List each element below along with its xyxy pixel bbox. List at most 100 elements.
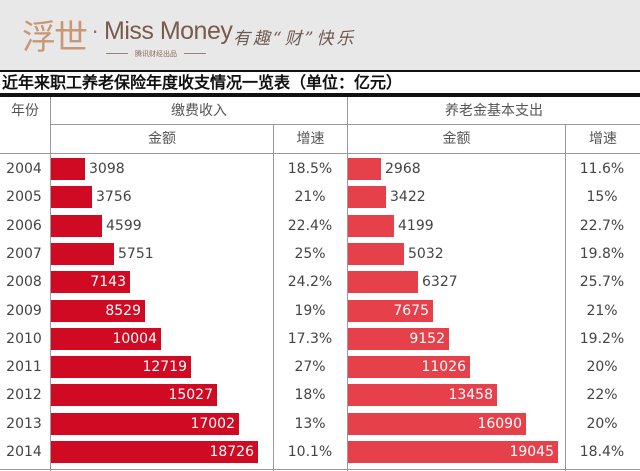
- logo-separator: ·: [92, 20, 99, 44]
- expense-amount: 2968: [385, 161, 421, 177]
- expense-bar: [348, 299, 433, 322]
- header-income-growth: 增速: [296, 131, 325, 147]
- income-amount: 12719: [142, 359, 187, 376]
- income-amount: 17002: [190, 415, 235, 432]
- logo-english: Miss Money: [104, 17, 233, 45]
- expense-amount: 3422: [390, 189, 426, 206]
- column-divider: [273, 125, 274, 471]
- expense-growth: 15%: [586, 189, 618, 206]
- expense-growth: 18.4%: [579, 444, 625, 460]
- expense-growth: 22%: [586, 387, 618, 404]
- table-row: 2010 10004 17.3% 9152 19.2%: [0, 325, 640, 353]
- income-growth: 17.3%: [287, 330, 333, 347]
- income-amount: 3098: [89, 161, 125, 177]
- table-row: 2008 7143 24.2% 6327 25.7%: [0, 268, 640, 296]
- income-bar: [51, 271, 130, 294]
- header-income-amount: 金额: [148, 131, 176, 147]
- income-bar: [51, 242, 114, 265]
- year-cell: 2010: [6, 330, 42, 347]
- divider: [0, 70, 640, 72]
- expense-bar: [348, 271, 418, 294]
- expense-amount: 5032: [408, 245, 444, 262]
- year-cell: 2004: [6, 161, 42, 177]
- income-growth: 18.5%: [287, 161, 333, 177]
- expense-bar: [348, 441, 558, 463]
- data-table: 年份 缴费收入 养老金基本支出 金额 增速 金额 增速 2004 3098 18.5…: [0, 97, 640, 471]
- expense-growth: 11.6%: [579, 161, 625, 177]
- income-bar: [51, 299, 145, 322]
- slogan: 有趣“财”快乐: [233, 29, 357, 49]
- income-growth: 13%: [294, 415, 326, 432]
- expense-growth: 21%: [586, 302, 618, 319]
- table-row: 2009 8529 19% 7675 21%: [0, 297, 640, 325]
- expense-amount: 13458: [448, 387, 493, 404]
- income-growth: 27%: [294, 359, 326, 376]
- year-cell: 2013: [6, 415, 42, 432]
- column-divider: [347, 97, 348, 471]
- expense-growth: 22.7%: [579, 217, 625, 234]
- year-cell: 2012: [6, 387, 42, 404]
- table-row: 2011 12719 27% 11026 20%: [0, 353, 640, 381]
- year-cell: 2009: [6, 302, 42, 319]
- income-growth: 25%: [294, 245, 326, 262]
- expense-bar: [348, 327, 449, 350]
- column-divider: [50, 97, 51, 471]
- year-cell: 2006: [6, 217, 42, 234]
- income-amount: 3756: [96, 189, 132, 206]
- income-amount: 15027: [168, 387, 213, 404]
- income-bar: [51, 356, 191, 379]
- logo-chinese: 浮世: [22, 18, 88, 58]
- expense-growth: 20%: [586, 359, 618, 376]
- table-row: 2012 15027 18% 13458 22%: [0, 381, 640, 409]
- income-bar: [51, 214, 102, 237]
- income-bar: [51, 384, 217, 407]
- expense-amount: 4199: [398, 217, 434, 234]
- table-row: 2006 4599 22.4% 4199 22.7%: [0, 212, 640, 240]
- expense-bar: [348, 158, 381, 180]
- income-bar: [51, 186, 92, 209]
- table-title: 近年来职工养老保险年度收支情况一览表（单位：亿元）: [2, 73, 403, 92]
- expense-bar: [348, 356, 470, 379]
- income-amount: 7143: [90, 274, 126, 291]
- expense-bar: [348, 214, 394, 237]
- income-growth: 21%: [294, 189, 326, 206]
- year-cell: 2005: [6, 189, 42, 206]
- expense-bar: [348, 186, 386, 209]
- income-amount: 5751: [118, 245, 154, 262]
- income-bar: [51, 412, 239, 435]
- expense-growth: 20%: [586, 415, 618, 432]
- expense-bar: [348, 242, 404, 265]
- expense-growth: 19.2%: [579, 330, 625, 347]
- year-cell: 2008: [6, 274, 42, 291]
- income-bar: [51, 327, 161, 350]
- income-growth: 22.4%: [287, 217, 333, 234]
- expense-bar: [348, 412, 526, 435]
- header-expense: 养老金基本支出: [445, 103, 543, 119]
- expense-amount: 9152: [409, 330, 445, 347]
- divider-thick: [0, 93, 640, 97]
- header-expense-amount: 金额: [442, 131, 471, 147]
- expense-amount: 16090: [477, 415, 522, 432]
- income-bar: [51, 441, 258, 463]
- table-row: 2013 17002 13% 16090 20%: [0, 410, 640, 438]
- income-amount: 4599: [106, 217, 142, 234]
- income-growth: 18%: [294, 387, 326, 404]
- row-divider: [0, 153, 640, 154]
- row-divider: [0, 469, 640, 470]
- expense-amount: 19045: [509, 444, 554, 460]
- expense-amount: 11026: [421, 359, 466, 376]
- income-amount: 10004: [112, 330, 157, 347]
- table-row: 2007 5751 25% 5032 19.8%: [0, 240, 640, 268]
- header-banner: 浮世 · Miss Money 腾讯财经出品 有趣“财”快乐: [0, 0, 640, 70]
- year-cell: 2011: [6, 359, 42, 376]
- table-row: 2014 18726 10.1% 19045 18.4%: [0, 438, 640, 466]
- income-growth: 10.1%: [287, 444, 333, 460]
- header-expense-growth: 增速: [589, 131, 617, 147]
- column-divider: [565, 125, 566, 471]
- row-divider: [50, 124, 640, 125]
- header-year: 年份: [11, 103, 39, 119]
- expense-bar: [348, 384, 497, 407]
- income-bar: [51, 158, 85, 180]
- expense-amount: 6327: [422, 274, 458, 291]
- expense-growth: 25.7%: [579, 274, 625, 291]
